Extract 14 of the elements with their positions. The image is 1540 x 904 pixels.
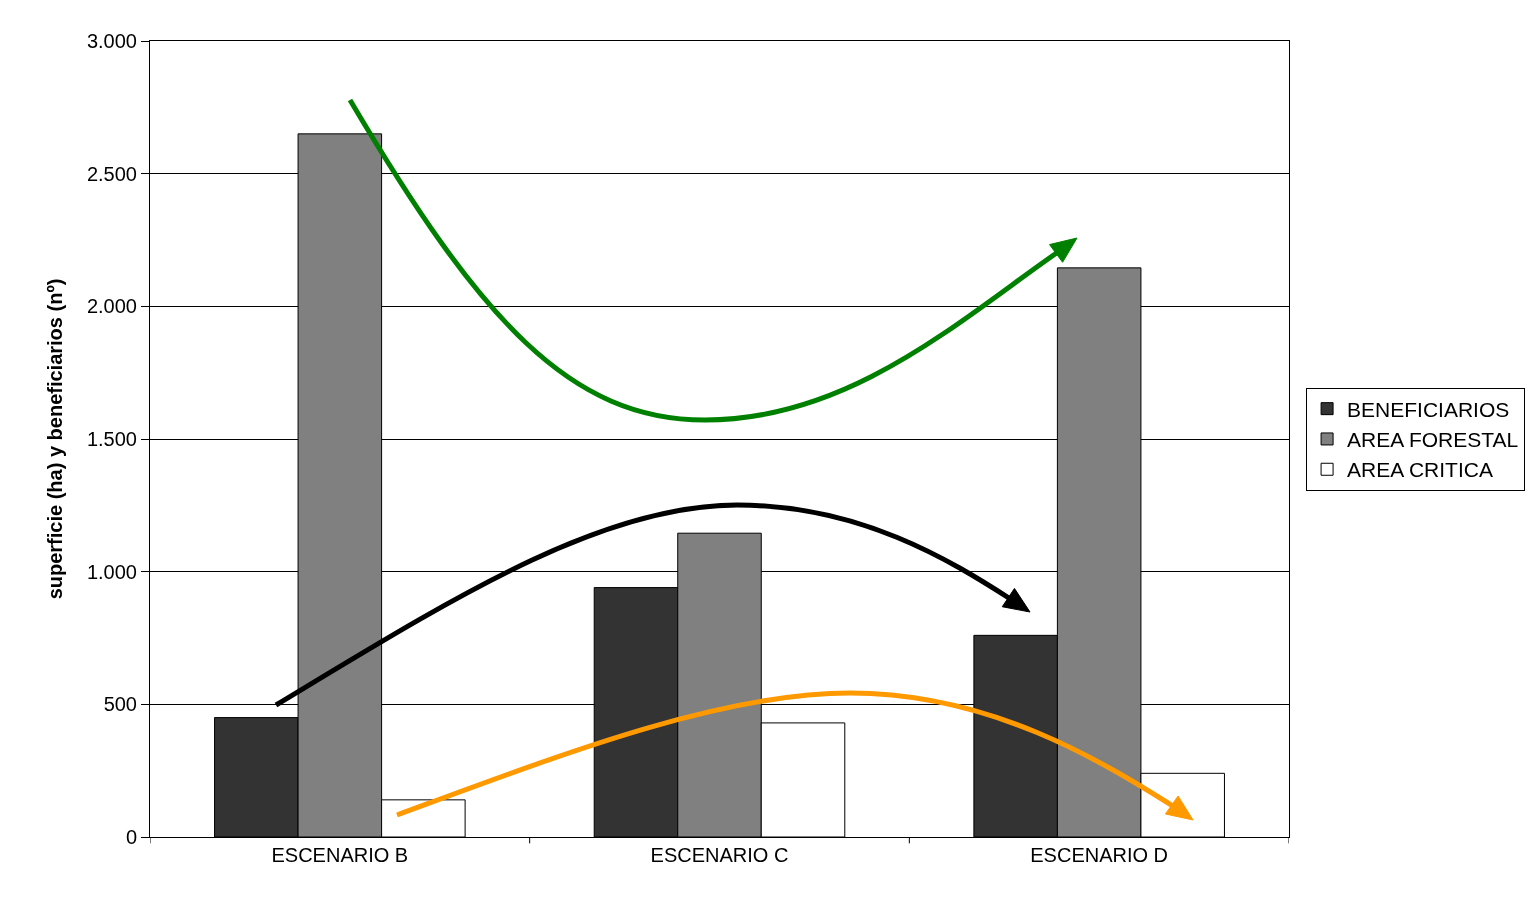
x-tick-label: ESCENARIO D <box>1030 844 1169 866</box>
y-tick-label: 500 <box>103 693 137 716</box>
x-tick-label: ESCENARIO C <box>650 844 789 866</box>
y-tick-label: 0 <box>125 826 137 848</box>
legend-label: AREA CRITICA <box>1347 458 1493 482</box>
legend-label: BENEFICIARIOS <box>1347 397 1510 421</box>
y-tick-label: 3.000 <box>86 30 137 52</box>
x-tick-label: ESCENARIO B <box>271 844 409 866</box>
y-axis-title: superficie (ha) y beneficiarios (nº) <box>44 278 67 600</box>
y-tick-label: 2.000 <box>86 295 137 318</box>
y-tick-label: 2.500 <box>86 162 137 185</box>
y-tick-label: 1.000 <box>86 560 137 583</box>
y-tick-label: 1.500 <box>86 428 137 450</box>
legend-label: AREA FORESTAL <box>1347 428 1519 452</box>
